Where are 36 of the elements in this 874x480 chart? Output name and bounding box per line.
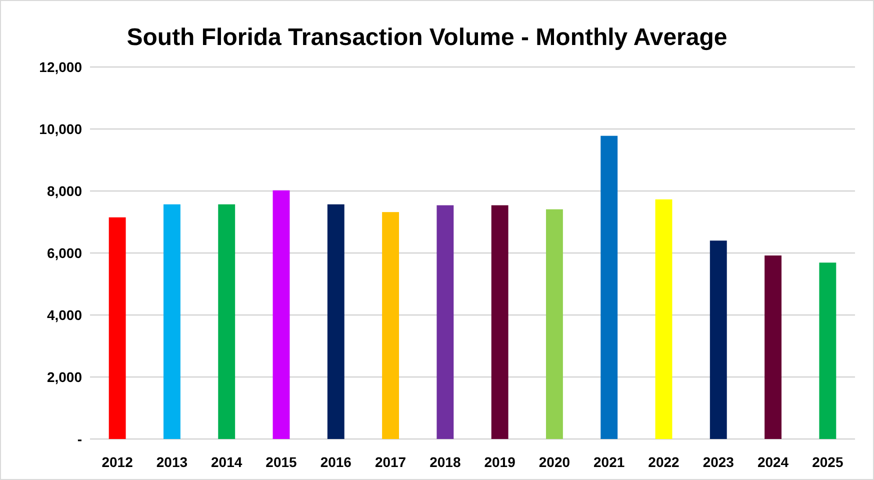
x-tick-label: 2017 <box>374 454 406 470</box>
y-tick-label: 8,000 <box>46 182 82 199</box>
x-tick-label: 2024 <box>757 454 789 470</box>
x-tick-label: 2018 <box>430 454 461 470</box>
x-tick-label: 2019 <box>484 454 516 470</box>
x-tick-label: 2014 <box>211 454 242 470</box>
bar <box>491 205 508 439</box>
bar <box>108 217 126 439</box>
bar <box>764 255 782 439</box>
bar <box>819 262 836 439</box>
x-tick-label: 2013 <box>156 454 188 470</box>
x-tick-label: 2025 <box>812 454 844 470</box>
y-tick-label: 12,000 <box>39 58 82 75</box>
chart-title: South Florida Transaction Volume - Monthly Average <box>126 24 728 51</box>
bar <box>218 204 236 439</box>
x-tick-label: 2015 <box>266 454 298 470</box>
y-tick-label: 4,000 <box>46 306 82 323</box>
x-tick-label: 2022 <box>648 454 680 470</box>
x-tick-label: 2012 <box>102 454 134 470</box>
x-tick-label: 2021 <box>594 454 625 470</box>
bar <box>436 205 454 439</box>
y-tick-label: - <box>77 430 82 447</box>
bar <box>655 199 672 439</box>
bar <box>600 136 618 439</box>
y-tick-label: 10,000 <box>39 120 82 137</box>
bar <box>382 212 400 439</box>
y-tick-label: 2,000 <box>46 368 82 385</box>
x-tick-label: 2023 <box>702 454 734 470</box>
bar <box>546 209 563 439</box>
x-tick-label: 2016 <box>320 454 352 470</box>
bar <box>710 240 727 439</box>
bar <box>163 204 180 439</box>
y-tick-label: 6,000 <box>46 244 82 261</box>
bar <box>327 204 344 439</box>
bar <box>272 190 290 439</box>
x-tick-label: 2020 <box>538 454 570 470</box>
